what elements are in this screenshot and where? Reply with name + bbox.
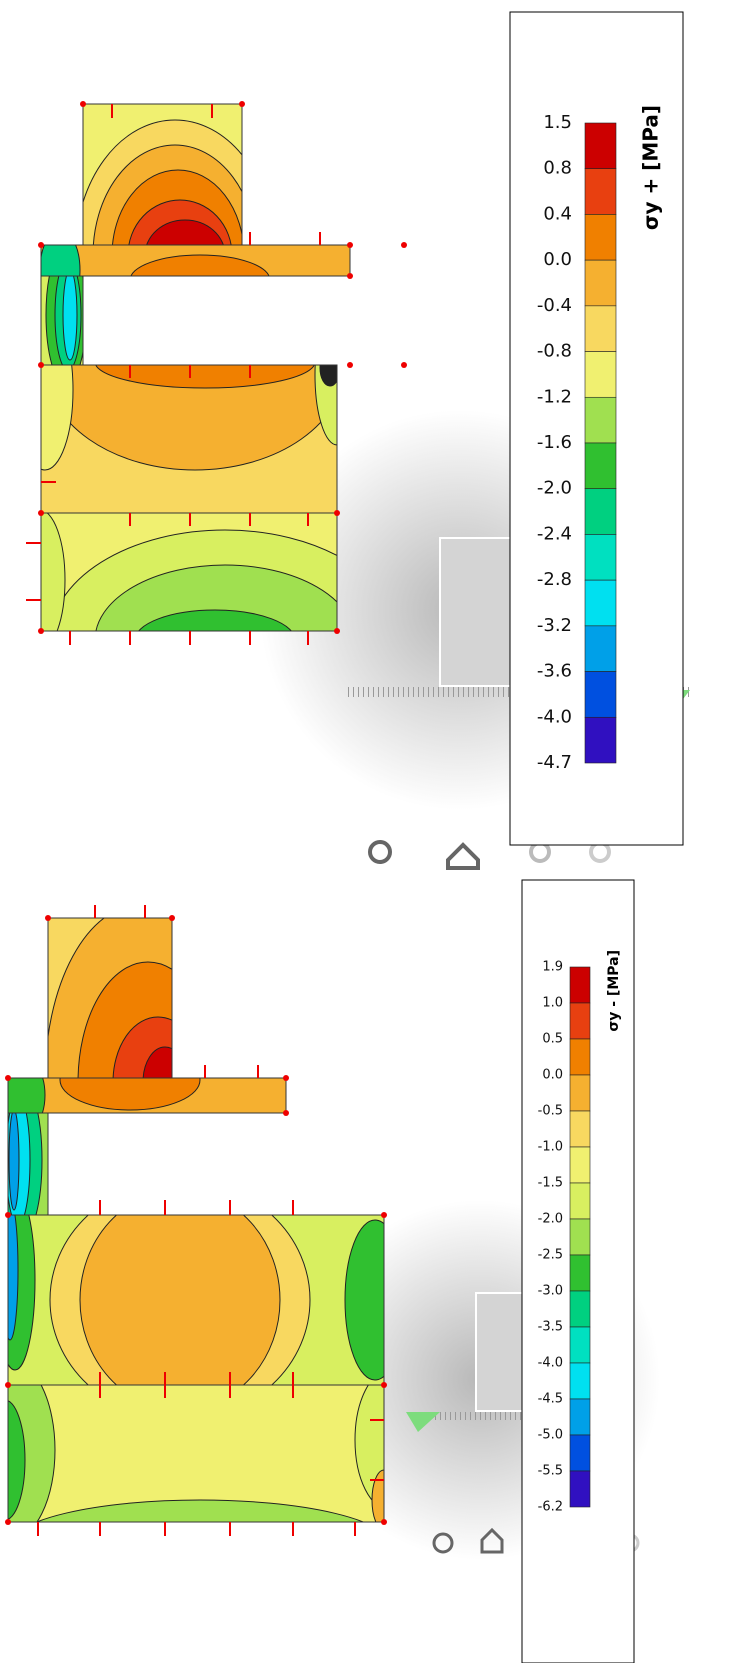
color-band (584, 579, 617, 627)
color-band (584, 625, 617, 672)
legend: 1.9 1.0 0.5 0.0 -0.5 -1.0 -1.5 -2.0 -2.5 -3.0 -3.5… (521, 879, 635, 1663)
color-band (584, 305, 617, 352)
color-band (584, 671, 617, 718)
color-band (569, 1398, 591, 1436)
legend-label: -4.0 (537, 706, 572, 727)
color-band (569, 1254, 591, 1292)
legend-label: -1.5 (538, 1176, 563, 1191)
legend-label: 1.9 (542, 960, 563, 975)
legend-label: -2.4 (537, 523, 572, 544)
legend: 1.5 0.8 0.4 0.0 -0.4 -0.8 -1.2 -1.6 -2.0 -2.4 -2.8… (509, 11, 684, 846)
legend-label: -0.8 (537, 341, 572, 362)
legend-label: -3.2 (537, 615, 572, 636)
legend-label: 1.5 (543, 112, 572, 133)
legend-label: -0.4 (537, 295, 572, 316)
legend-label: 1.0 (542, 996, 563, 1011)
contour-plot-top (26, 101, 407, 645)
legend-title: σy + [MPa] (639, 105, 663, 230)
view-icon[interactable] (446, 842, 480, 870)
legend-label: 0.5 (542, 1032, 563, 1047)
legend-label: 0.4 (543, 203, 572, 224)
legend-label: -0.5 (538, 1104, 563, 1119)
color-band (584, 259, 617, 307)
zoom-icon[interactable] (368, 840, 392, 864)
color-band (569, 1146, 591, 1184)
legend-label: -5.5 (538, 1464, 563, 1479)
color-band (569, 1110, 591, 1148)
legend-title: σy - [MPa] (606, 950, 622, 1032)
color-band (584, 534, 617, 581)
legend-label: -1.6 (537, 432, 572, 453)
color-band (584, 716, 617, 764)
legend-label: 0.0 (542, 1068, 563, 1083)
color-band (569, 1362, 591, 1400)
legend-label: -5.0 (538, 1428, 563, 1443)
color-band (569, 966, 591, 1004)
color-band (584, 396, 617, 444)
legend-label: -6.2 (538, 1500, 563, 1515)
legend-label: -2.5 (538, 1248, 563, 1263)
color-band (584, 168, 617, 215)
color-band (584, 488, 617, 535)
color-band (569, 1038, 591, 1076)
color-band (584, 214, 617, 261)
zoom-icon[interactable] (432, 1532, 454, 1554)
legend-label: -2.8 (537, 569, 572, 590)
color-band (569, 1002, 591, 1040)
legend-label: -3.6 (537, 661, 572, 682)
legend-label: 0.0 (543, 249, 572, 270)
legend-label: -4.5 (538, 1392, 563, 1407)
legend-label: -4.0 (538, 1356, 563, 1371)
render-icon[interactable] (529, 841, 551, 863)
legend-label: -2.0 (538, 1212, 563, 1227)
view-icon[interactable] (480, 1527, 504, 1554)
legend-label: 0.8 (543, 158, 572, 179)
color-band (569, 1218, 591, 1256)
color-band (569, 1290, 591, 1328)
legend-label: -2.0 (537, 478, 572, 499)
legends: 1.5 0.8 0.4 0.0 -0.4 -0.8 -1.2 -1.6 -2.0 -2.4 -2.8… (509, 11, 684, 1663)
color-band (584, 351, 617, 398)
contour-plot-bottom (5, 905, 387, 1536)
legend-label: -1.2 (537, 386, 572, 407)
color-band (584, 122, 617, 170)
color-band (569, 1074, 591, 1112)
legend-label: -4.7 (537, 752, 572, 773)
legend-label: -3.5 (538, 1320, 563, 1335)
legend-label: -3.0 (538, 1284, 563, 1299)
color-band (569, 1182, 591, 1220)
color-band (584, 442, 617, 490)
color-band (569, 1470, 591, 1508)
color-band (569, 1434, 591, 1472)
legend-label: -1.0 (538, 1140, 563, 1155)
color-band (569, 1326, 591, 1364)
render-icon-2[interactable] (589, 841, 611, 863)
